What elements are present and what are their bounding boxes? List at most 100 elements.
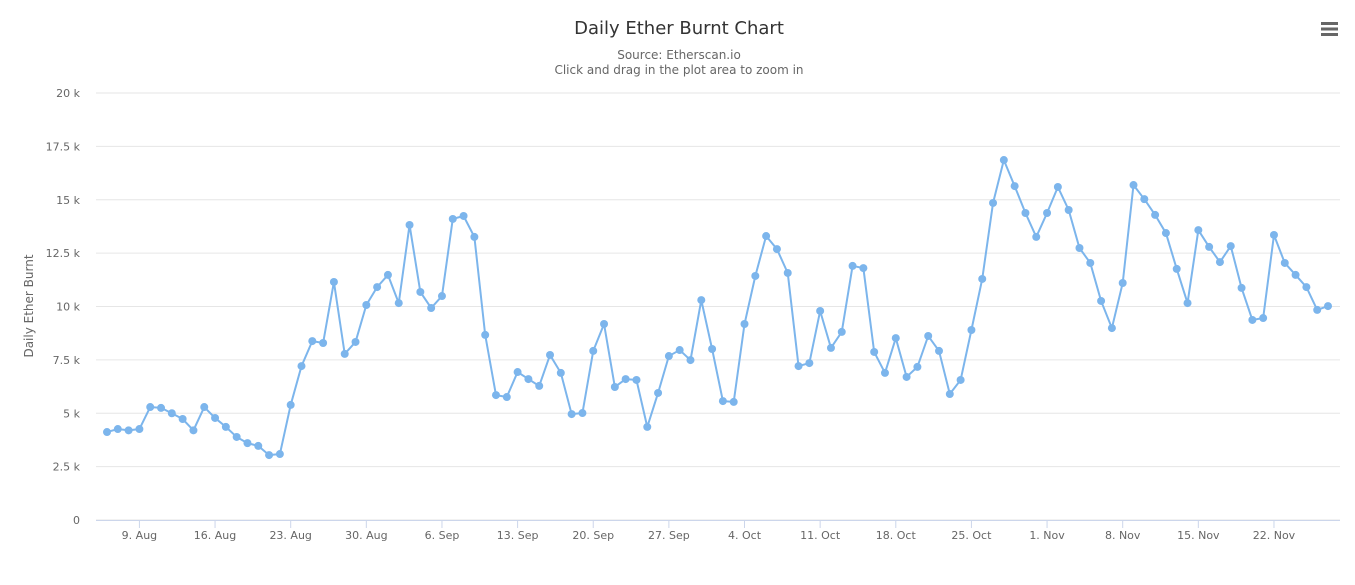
data-point: [340, 349, 349, 358]
y-tick-label: 17.5 k: [46, 140, 81, 153]
data-point: [967, 325, 976, 334]
data-point: [1021, 208, 1030, 217]
data-point: [491, 391, 500, 400]
data-point: [1086, 258, 1095, 267]
data-point: [686, 356, 695, 365]
x-tick-label: 6. Sep: [425, 529, 460, 542]
x-tick-label: 9. Aug: [122, 529, 157, 542]
data-point: [1151, 210, 1160, 219]
data-point: [805, 359, 814, 368]
data-point: [513, 368, 522, 377]
y-tick-label: 5 k: [63, 407, 80, 420]
data-point: [1043, 208, 1052, 217]
data-point: [265, 451, 274, 460]
data-point: [1172, 264, 1181, 273]
data-point: [427, 303, 436, 312]
data-point: [870, 347, 879, 356]
data-point: [567, 410, 576, 419]
data-point: [146, 403, 155, 412]
data-point: [1161, 229, 1170, 238]
data-point: [113, 425, 122, 434]
x-tick-label: 23. Aug: [269, 529, 311, 542]
data-point: [654, 388, 663, 397]
data-point: [600, 320, 609, 329]
data-point: [178, 415, 187, 424]
menu-icon-bar[interactable]: [1321, 27, 1338, 31]
data-point: [1053, 182, 1062, 191]
data-point: [157, 403, 166, 412]
data-point: [783, 268, 792, 277]
data-point: [297, 362, 306, 371]
y-tick-label: 10 k: [56, 301, 80, 314]
data-point: [1097, 296, 1106, 305]
data-point: [319, 339, 328, 348]
data-point: [351, 337, 360, 346]
data-point: [1215, 258, 1224, 267]
y-tick-label: 12.5 k: [46, 247, 81, 260]
x-tick-label: 27. Sep: [648, 529, 690, 542]
data-point: [589, 346, 598, 355]
x-tick-label: 22. Nov: [1253, 529, 1296, 542]
data-point: [135, 425, 144, 434]
data-point: [697, 296, 706, 305]
menu-icon-bar[interactable]: [1321, 33, 1338, 36]
data-point: [643, 422, 652, 431]
data-point: [383, 270, 392, 279]
data-point: [578, 409, 587, 418]
data-point: [286, 400, 295, 409]
data-point: [675, 346, 684, 355]
menu-button[interactable]: [1314, 16, 1344, 42]
data-point: [373, 283, 382, 292]
data-point: [924, 331, 933, 340]
data-point: [1280, 258, 1289, 267]
y-tick-label: 7.5 k: [53, 354, 81, 367]
data-point: [913, 362, 922, 371]
x-tick-label: 11. Oct: [800, 529, 841, 542]
data-point: [103, 428, 111, 437]
data-point: [1129, 181, 1138, 190]
data-point: [794, 362, 803, 371]
data-point: [243, 439, 252, 448]
data-point: [989, 198, 998, 207]
data-point: [1302, 283, 1311, 292]
data-point: [718, 397, 727, 406]
data-point: [556, 368, 565, 377]
data-point: [1064, 205, 1073, 214]
data-point: [664, 352, 673, 361]
data-point: [1194, 226, 1203, 235]
data-point: [1032, 232, 1041, 241]
data-point: [1226, 242, 1235, 251]
data-point: [837, 327, 846, 336]
data-point: [945, 390, 954, 399]
menu-icon-bar[interactable]: [1321, 22, 1338, 25]
data-point: [308, 337, 317, 346]
data-point: [816, 306, 825, 315]
data-point: [1313, 305, 1322, 314]
data-point: [448, 214, 457, 223]
data-point: [1205, 242, 1214, 251]
data-point: [275, 450, 284, 459]
x-tick-label: 30. Aug: [345, 529, 387, 542]
data-point: [848, 261, 857, 270]
data-point: [546, 350, 555, 359]
data-point: [1291, 270, 1300, 279]
data-point: [232, 432, 241, 441]
data-point: [859, 264, 868, 273]
data-point: [762, 232, 771, 241]
data-point: [978, 274, 987, 283]
data-point: [524, 375, 533, 384]
data-point: [740, 320, 749, 329]
data-point: [211, 413, 220, 422]
x-tick-label: 16. Aug: [194, 529, 236, 542]
y-tick-label: 15 k: [56, 194, 80, 207]
x-tick-label: 4. Oct: [728, 529, 762, 542]
data-point: [1010, 182, 1019, 191]
data-point: [632, 375, 641, 384]
data-point: [124, 426, 133, 435]
chart-subtitle: Click and drag in the plot area to zoom …: [554, 63, 803, 77]
data-point: [535, 381, 544, 390]
x-tick-label: 15. Nov: [1177, 529, 1220, 542]
y-tick-label: 2.5 k: [53, 461, 81, 474]
data-point: [1107, 324, 1116, 333]
